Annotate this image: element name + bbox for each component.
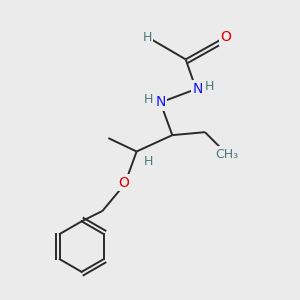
Text: O: O [118, 176, 129, 190]
Text: N: N [192, 82, 203, 96]
Text: H: H [144, 93, 153, 106]
Text: H: H [205, 80, 214, 93]
Text: H: H [142, 31, 152, 44]
Text: CH₃: CH₃ [216, 148, 239, 161]
Text: N: N [155, 95, 166, 110]
Text: O: O [220, 30, 231, 44]
Text: H: H [144, 155, 153, 168]
